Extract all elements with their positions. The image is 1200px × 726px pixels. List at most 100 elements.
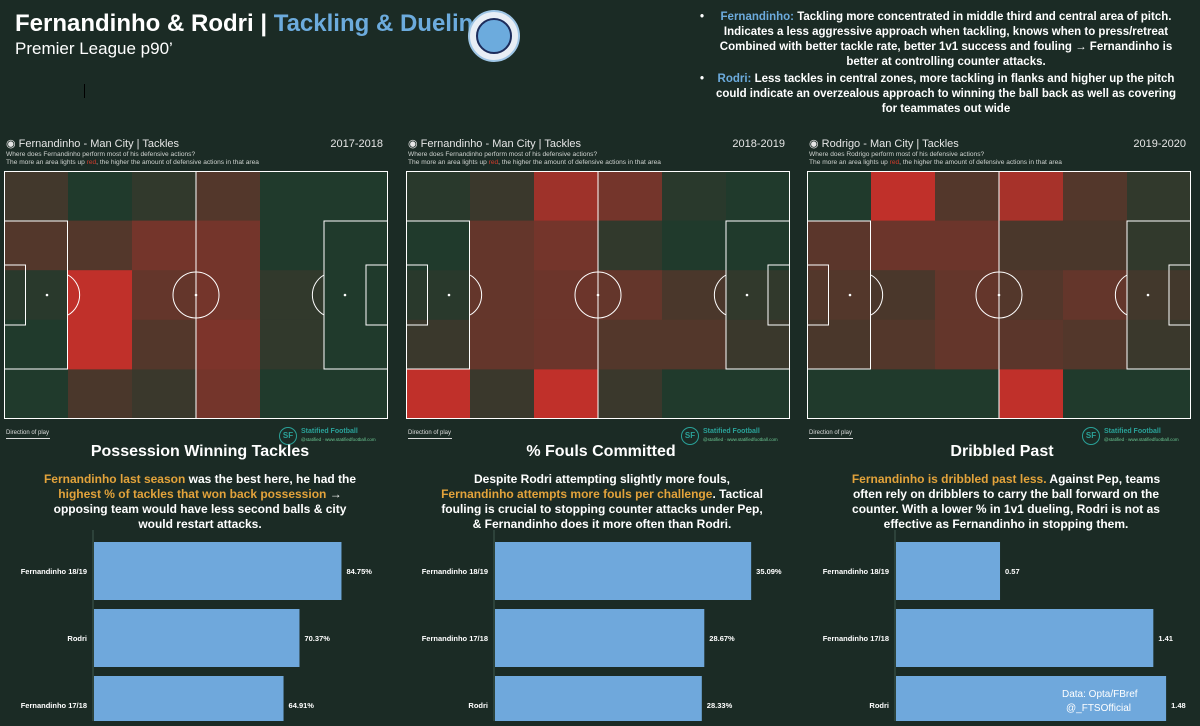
value-label: 35.09% [756, 567, 782, 576]
heatmap-cell [999, 171, 1064, 222]
heatmap-title: ◉ Fernandinho - Man City | Tackles [6, 138, 180, 150]
note-rodri: • Rodri: Less tackles in central zones, m… [700, 73, 1177, 115]
heatmap-cell [871, 270, 936, 321]
six-yard-box-left [4, 264, 26, 326]
bar [896, 676, 1167, 726]
heatmap-cell [470, 319, 535, 370]
statified-logo: SF Statified Football @statified · www.s… [279, 427, 389, 449]
heatmap-cell [598, 369, 663, 420]
heatmap-cell [999, 270, 1064, 321]
heatmap-cell [4, 220, 69, 271]
heatmap-cell [132, 171, 197, 222]
section-description: Despite Rodri attempting slightly more f… [437, 472, 767, 532]
bar-chart: Fernandinho 18/19 0.57 Fernandinho 17/18 1.… [802, 530, 1200, 726]
title-main: Fernandinho & Rodri | [15, 10, 274, 37]
note-text: Tackling more concentrated in middle thi… [719, 11, 1173, 68]
heatmap-cell [470, 220, 535, 271]
heatmap-cell [534, 220, 599, 271]
sf-logo-icon: SF [1082, 427, 1100, 445]
pitch-spot [1146, 293, 1150, 297]
section-title: % Fouls Committed [526, 443, 676, 460]
heatmap-cell [1127, 369, 1192, 420]
bar [495, 609, 705, 667]
heatmap-cell [807, 171, 872, 222]
heatmap-cell [260, 220, 325, 271]
heatmap-cell [4, 270, 69, 321]
value-label: 0.57 [1005, 567, 1020, 576]
heatmap-cell [999, 319, 1064, 370]
heatmap-cell [324, 270, 389, 321]
bar-chart-svg: Fernandinho 18/19 84.75% Rodri 70.37% Fernan… [21, 530, 372, 726]
heatmap-cell [470, 270, 535, 321]
pitch-spot [745, 293, 749, 297]
bar-chart: Fernandinho 18/19 84.75% Rodri 70.37% Fernan… [0, 530, 400, 726]
heatmap-cell [1063, 220, 1128, 271]
statified-logo: SF Statified Football @statified · www.s… [681, 427, 791, 449]
heatmap-cell [406, 369, 471, 420]
value-label: 70.37% [304, 634, 330, 643]
heatmap-cell [871, 171, 936, 222]
heatmap-cell [935, 171, 1000, 222]
pitch-spot [596, 293, 600, 297]
heatmap-cell [68, 171, 133, 222]
penalty-arc-left [870, 274, 884, 316]
six-yard-box-right [767, 264, 790, 326]
body-text: was the best here, he had the [185, 472, 357, 486]
heatmap-panel: ◉ Rodrigo - Man City | Tackles 2019-2020… [803, 133, 1200, 445]
bar [94, 609, 300, 667]
heatmap-cell [807, 319, 872, 370]
bar [94, 542, 342, 600]
heatmap-cell [598, 270, 663, 321]
centre-circle [172, 271, 220, 319]
bar [896, 542, 1001, 600]
bar-chart: Fernandinho 18/19 35.09% Fernandinho 17/18… [401, 530, 801, 726]
heatmap-cell [726, 171, 791, 222]
heatmap-cell [132, 319, 197, 370]
heatmap-cell [132, 220, 197, 271]
heatmap-title: ◉ Fernandinho - Man City | Tackles [408, 138, 582, 150]
heatmap-cell [260, 270, 325, 321]
penalty-arc-left [469, 274, 483, 316]
twitter-handle: @_FTSOfficial [1066, 703, 1131, 714]
heatmap-cell [68, 319, 133, 370]
heatmap-cell [1063, 319, 1128, 370]
man-city-crest-icon [468, 10, 520, 62]
note-text: Less tackles in central zones, more tack… [715, 73, 1177, 115]
section-title: Possession Winning Tackles [90, 443, 310, 460]
heatmap-cell [406, 171, 471, 222]
heatmap-season: 2018-2019 [732, 138, 785, 150]
heatmap-cell [196, 369, 261, 420]
value-label: 28.33% [707, 701, 733, 710]
pitch-spot [45, 293, 49, 297]
heatmap-cell [871, 220, 936, 271]
highlight-text: Fernandinho attempts more fouls per chal… [441, 487, 713, 501]
heatmap-cell [260, 319, 325, 370]
heatmap-cell [196, 319, 261, 370]
sf-logo-icon: SF [681, 427, 699, 445]
heatmap-season: 2017-2018 [330, 138, 383, 150]
heatmap-cell [935, 220, 1000, 271]
heatmap-panel: ◉ Fernandinho - Man City | Tackles 2017-… [0, 133, 397, 445]
note-name: Rodri: [717, 73, 752, 85]
pitch-spot [343, 293, 347, 297]
page-subtitle: Premier League p90’ [15, 39, 173, 58]
heatmap-cell [324, 220, 389, 271]
category-label: Fernandinho 17/18 [21, 701, 87, 710]
heatmap-cell [598, 171, 663, 222]
heatmap-cell [662, 319, 727, 370]
direction-of-play-label: Direction of play [408, 430, 452, 436]
sf-logo-icon: SF [279, 427, 297, 445]
highlight-text: highest % of tackles that won back posse… [58, 487, 327, 501]
heatmap-cell [534, 369, 599, 420]
heatmap-cell [1127, 319, 1192, 370]
bar-chart-svg: Fernandinho 18/19 35.09% Fernandinho 17/18… [422, 530, 782, 726]
heatmap-cell [1127, 270, 1192, 321]
six-yard-box-left [807, 264, 829, 326]
pitch-spot [194, 293, 198, 297]
heatmap-cell [1063, 369, 1128, 420]
statified-logo: SF Statified Football @statified · www.s… [1082, 427, 1192, 449]
heatmap-cell [662, 220, 727, 271]
direction-of-play-label: Direction of play [809, 430, 853, 436]
penalty-arc-right [311, 274, 325, 316]
body-text: → opposing team would have less second b… [53, 487, 347, 531]
